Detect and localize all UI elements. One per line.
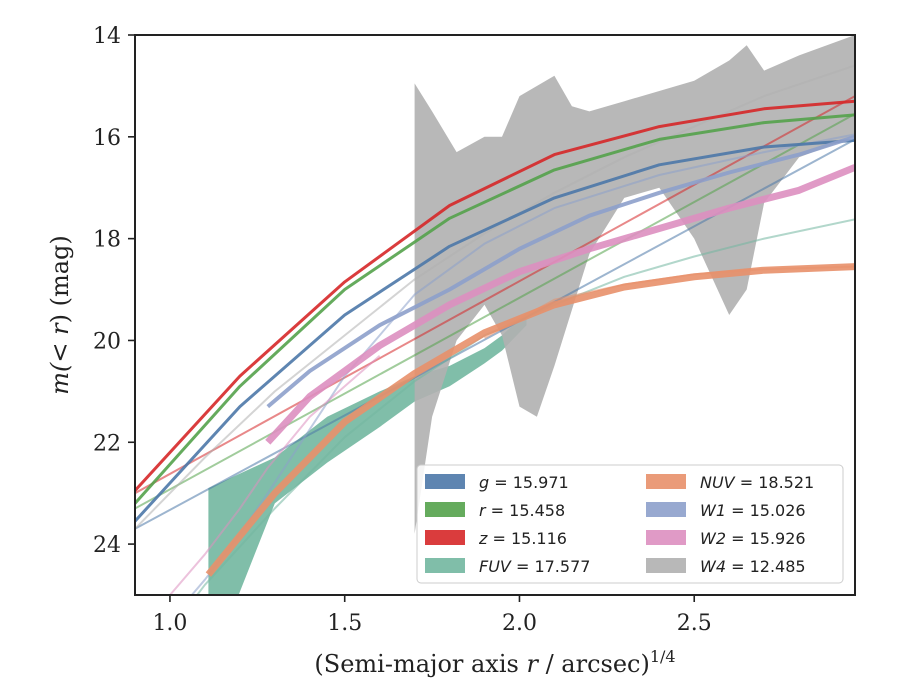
curve-nuv — [205, 263, 855, 577]
curve-faint-r — [135, 113, 855, 510]
legend-label-w4: W4 = 12.485 — [700, 557, 806, 576]
y-tick-label: 18 — [93, 228, 121, 253]
band-fuv — [208, 312, 527, 595]
legend-swatch-w2 — [646, 530, 686, 545]
legend-swatch-nuv — [646, 474, 686, 489]
band-w4 — [414, 35, 855, 534]
curve-faint-z — [135, 95, 855, 495]
legend-label-nuv: NUV = 18.521 — [700, 473, 814, 492]
legend-swatch-w4 — [646, 558, 686, 573]
legend-label-r: r = 15.458 — [479, 501, 565, 520]
legend-swatch-fuv — [425, 558, 465, 573]
curve-faint-w2 — [169, 354, 381, 595]
y-axis-label: m(< r) (mag) — [46, 235, 74, 395]
curve-r — [135, 113, 855, 505]
y-tick-label: 16 — [93, 126, 121, 151]
legend-swatch-z — [425, 530, 465, 545]
curve-z — [135, 99, 855, 492]
y-tick-label: 20 — [93, 329, 121, 354]
curve-w1 — [266, 134, 855, 409]
legend-box — [416, 464, 844, 584]
legend-label-z: z = 15.116 — [478, 529, 567, 548]
x-axis-label: (Semi-major axis r / arcsec)1/4 — [314, 647, 675, 678]
legend-swatch-g — [425, 474, 465, 489]
legend-swatch-r — [425, 502, 465, 517]
x-tick-label: 1.5 — [327, 611, 362, 636]
plot-frame — [134, 34, 856, 596]
legend-label-fuv: FUV = 17.577 — [479, 557, 590, 576]
x-tick-label: 2.0 — [502, 611, 537, 636]
x-tick-label: 2.5 — [677, 611, 712, 636]
curve-w2 — [265, 164, 855, 445]
legend-label-w2: W2 = 15.926 — [700, 529, 806, 548]
x-tick-label: 1.0 — [152, 611, 187, 636]
y-tick-label: 22 — [93, 431, 121, 456]
legend: g = 15.971 r = 15.458 z = 15.116 FUV = 17.5… — [416, 464, 844, 584]
legend-swatch-w1 — [646, 502, 686, 517]
y-tick-label: 24 — [93, 533, 121, 558]
curve-g — [135, 138, 855, 523]
y-tick-label: 14 — [93, 24, 121, 49]
legend-label-g: g = 15.971 — [479, 473, 569, 492]
legend-label-w1: W1 = 15.026 — [700, 501, 806, 520]
